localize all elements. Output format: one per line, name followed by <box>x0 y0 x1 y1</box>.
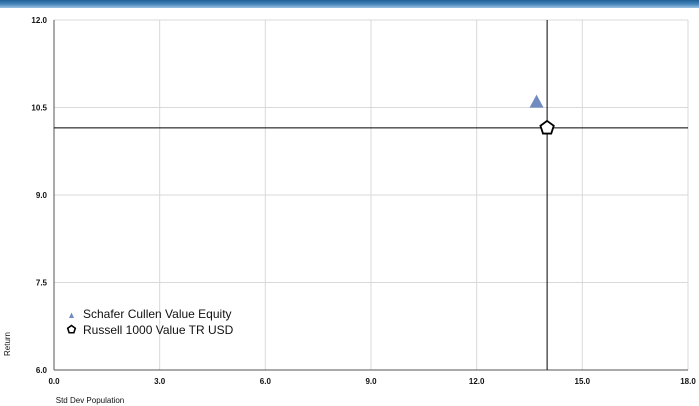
x-tick-label: 6.0 <box>260 377 272 386</box>
x-tick-label: 0.0 <box>48 377 60 386</box>
data-point-russell-1000-value <box>539 119 555 135</box>
y-tick-label: 12.0 <box>31 16 47 25</box>
legend-label-series-2: Russell 1000 Value TR USD <box>83 323 234 337</box>
x-tick-label: 15.0 <box>575 377 591 386</box>
x-tick-label: 18.0 <box>680 377 696 386</box>
data-markers <box>529 94 555 135</box>
x-tick-label: 3.0 <box>154 377 166 386</box>
reference-lines <box>54 20 688 370</box>
legend-label-series-1: Schafer Cullen Value Equity <box>83 307 232 321</box>
data-point-schafer-cullen <box>529 94 544 108</box>
y-axis-title: Return <box>3 332 12 356</box>
y-tick-label: 10.5 <box>31 104 47 113</box>
legend: Schafer Cullen Value Equity Russell 1000… <box>66 307 234 337</box>
y-tick-label: 7.5 <box>36 279 48 288</box>
y-tick-label: 9.0 <box>36 191 48 200</box>
grid <box>54 19 689 370</box>
legend-marker-triangle <box>69 312 74 318</box>
header-bar <box>0 0 699 8</box>
legend-marker-pentagon <box>66 324 77 334</box>
tick-labels: 0.0 3.0 6.0 9.0 12.0 15.0 18.0 6.0 7.5 9.0 10.5 12.… <box>31 16 696 386</box>
x-axis-title: Std Dev Population <box>56 396 125 405</box>
x-tick-label: 12.0 <box>469 377 485 386</box>
axes <box>53 20 688 371</box>
y-tick-label: 6.0 <box>36 366 48 375</box>
x-tick-label: 9.0 <box>365 377 377 386</box>
